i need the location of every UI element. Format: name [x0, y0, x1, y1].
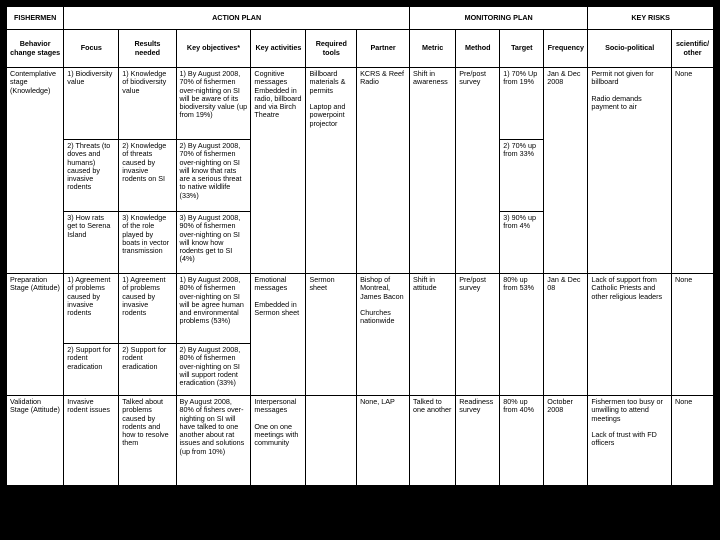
- planning-table: FISHERMEN ACTION PLAN MONITORING PLAN KE…: [6, 6, 714, 486]
- cell: Emotional messagesEmbedded in Sermon she…: [251, 274, 306, 396]
- cell: 1) Agreement of problems caused by invas…: [64, 274, 119, 344]
- cell: 2) By August 2008, 70% of fishermen over…: [176, 140, 251, 212]
- cell: Readiness survey: [456, 396, 500, 486]
- cell: None: [672, 396, 714, 486]
- cell: Bishop of Montreal, James BaconChurches …: [357, 274, 410, 396]
- cell: Shift in awareness: [410, 68, 456, 274]
- cell: 2) Threats (to doves and humans) caused …: [64, 140, 119, 212]
- cell: 3) 90% up from 4%: [500, 212, 544, 274]
- col-method: Method: [456, 30, 500, 68]
- col-frequency: Frequency: [544, 30, 588, 68]
- cell: Cognitive messages Embedded in radio, bi…: [251, 68, 306, 274]
- cell: 3) By August 2008, 90% of fishermen over…: [176, 212, 251, 274]
- stage-validation: Validation Stage (Attitude): [7, 396, 64, 486]
- col-target: Target: [500, 30, 544, 68]
- cell: Permit not given for billboardRadio dema…: [588, 68, 672, 274]
- cell: None: [672, 68, 714, 274]
- cell: 80% up from 53%: [500, 274, 544, 396]
- cell: Jan & Dec 08: [544, 274, 588, 396]
- cell: Jan & Dec 2008: [544, 68, 588, 274]
- cell: October 2008: [544, 396, 588, 486]
- cell: KCRS & Reef Radio: [357, 68, 410, 274]
- planning-table-sheet: FISHERMEN ACTION PLAN MONITORING PLAN KE…: [6, 6, 714, 486]
- cell: 1) 70% Up from 19%: [500, 68, 544, 140]
- col-partner: Partner: [357, 30, 410, 68]
- cell: Sermon sheet: [306, 274, 357, 396]
- cell: Billboard materials & permitsLaptop and …: [306, 68, 357, 274]
- cell: 1) Biodiversity value: [64, 68, 119, 140]
- cell: Pre/post survey: [456, 68, 500, 274]
- cell: 2) Knowledge of threats caused by invasi…: [119, 140, 176, 212]
- cell: 1) Knowledge of biodiversity value: [119, 68, 176, 140]
- cell: 1) By August 2008, 70% of fishermen over…: [176, 68, 251, 140]
- header-key-risks: KEY RISKS: [588, 7, 714, 30]
- cell: 2) Support for rodent eradication: [64, 344, 119, 396]
- col-socio: Socio-political: [588, 30, 672, 68]
- col-metric: Metric: [410, 30, 456, 68]
- cell: 80% up from 40%: [500, 396, 544, 486]
- cell: 3) Knowledge of the role played by boats…: [119, 212, 176, 274]
- cell: 1) By August 2008, 80% of fishermen over…: [176, 274, 251, 344]
- cell: By August 2008, 80% of fishers over-nigh…: [176, 396, 251, 486]
- col-scientific: scientific/ other: [672, 30, 714, 68]
- cell: None: [672, 274, 714, 396]
- cell: None, LAP: [357, 396, 410, 486]
- cell: Lack of support from Catholic Priests an…: [588, 274, 672, 396]
- stage-contemplative: Contemplative stage (Knowledge): [7, 68, 64, 274]
- cell: 3) How rats get to Serena Island: [64, 212, 119, 274]
- col-activities: Key activities: [251, 30, 306, 68]
- cell: Invasive rodent issues: [64, 396, 119, 486]
- header-monitoring-plan: MONITORING PLAN: [410, 7, 588, 30]
- cell: [306, 396, 357, 486]
- header-action-plan: ACTION PLAN: [64, 7, 410, 30]
- cell: Pre/post survey: [456, 274, 500, 396]
- cell: Interpersonal messagesOne on one meeting…: [251, 396, 306, 486]
- cell: 2) 70% up from 33%: [500, 140, 544, 212]
- col-objectives: Key objectives*: [176, 30, 251, 68]
- cell: Talked to one another: [410, 396, 456, 486]
- cell: Talked about problems caused by rodents …: [119, 396, 176, 486]
- col-results: Results needed: [119, 30, 176, 68]
- stage-preparation: Preparation Stage (Attitude): [7, 274, 64, 396]
- cell: 2) Support for rodent eradication: [119, 344, 176, 396]
- header-fishermen: FISHERMEN: [7, 7, 64, 30]
- col-tools: Required tools: [306, 30, 357, 68]
- cell: Shift in attitude: [410, 274, 456, 396]
- cell: 2) By August 2008, 80% of fishermen over…: [176, 344, 251, 396]
- cell: Fishermen too busy or unwilling to atten…: [588, 396, 672, 486]
- col-focus: Focus: [64, 30, 119, 68]
- cell: 1) Agreement of problems caused by invas…: [119, 274, 176, 344]
- col-stage: Behavior change stages: [7, 30, 64, 68]
